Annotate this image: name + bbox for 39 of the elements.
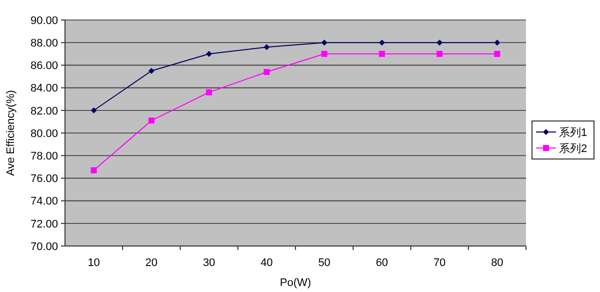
point — [494, 40, 500, 46]
x-tick-label: 40 — [260, 257, 273, 269]
x-axis-title: Po(W) — [280, 277, 312, 289]
y-tick-label: 90.00 — [30, 14, 58, 27]
point — [378, 50, 385, 57]
x-tick-label: 80 — [491, 257, 504, 269]
y-tick-label: 82.00 — [30, 105, 58, 118]
x-tick-label: 10 — [88, 257, 100, 269]
x-tick-label: 70 — [433, 257, 446, 269]
point — [436, 40, 443, 46]
y-tick-label: 78.00 — [30, 150, 58, 162]
point — [148, 68, 154, 74]
point — [264, 68, 270, 75]
legend-label: 系列2 — [559, 142, 588, 155]
y-tick-label: 80.00 — [30, 128, 58, 140]
point — [264, 44, 270, 50]
y-tick-label: 70.00 — [30, 240, 58, 253]
point — [148, 118, 154, 124]
legend-label: 系列1 — [559, 126, 588, 139]
point — [378, 40, 385, 46]
point — [90, 107, 97, 114]
y-tick-label: 72.00 — [30, 218, 58, 230]
y-axis-title: Ave Efficiency(%) — [5, 90, 17, 176]
point — [321, 50, 328, 57]
x-tick-label: 30 — [202, 257, 216, 269]
y-tick-label: 86.00 — [30, 60, 58, 72]
x-tick-label: 60 — [376, 257, 388, 269]
y-tick-label: 74.00 — [30, 196, 58, 208]
point — [90, 167, 97, 174]
point — [494, 50, 500, 57]
x-tick-label: 50 — [318, 257, 330, 269]
point — [321, 40, 328, 46]
x-tick-label: 20 — [145, 257, 158, 269]
y-tick-label: 84.00 — [30, 82, 58, 95]
y-tick-label: 88.00 — [30, 37, 58, 50]
point — [206, 50, 212, 57]
point — [436, 50, 443, 57]
point — [206, 89, 212, 96]
y-tick-label: 76.00 — [30, 173, 58, 186]
